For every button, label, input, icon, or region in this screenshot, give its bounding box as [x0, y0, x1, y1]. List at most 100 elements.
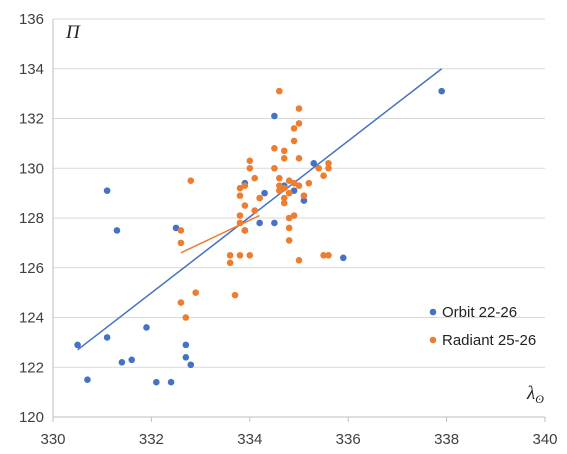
point-orbit-22-26 [153, 378, 160, 386]
y-tick-label: 134 [19, 61, 44, 78]
gridlines [53, 18, 545, 368]
x-tick-label: 336 [336, 431, 361, 448]
x-tick-label: 340 [532, 431, 557, 448]
point-radiant-25-26 [236, 192, 244, 199]
point-radiant-25-26 [177, 239, 185, 247]
point-radiant-25-26 [187, 177, 195, 184]
point-radiant-25-26 [295, 155, 303, 162]
point-orbit-22-26 [84, 376, 91, 383]
point-orbit-22-26 [182, 354, 190, 361]
point-orbit-22-26 [261, 189, 268, 197]
point-radiant-25-26 [280, 155, 288, 162]
y-tick-label: 130 [19, 160, 44, 177]
point-radiant-25-26 [236, 184, 244, 192]
point-radiant-25-26 [236, 212, 244, 219]
y-tick-label: 136 [19, 11, 44, 28]
legend-label-radiant-25-26: Radiant 25-26 [442, 332, 536, 349]
point-radiant-25-26 [177, 299, 185, 306]
x-tick-label: 338 [434, 431, 459, 448]
y-tick-label: 128 [19, 210, 44, 227]
legend: Orbit 22-26 Radiant 25-26 [429, 304, 536, 349]
point-radiant-25-26 [177, 227, 185, 234]
point-radiant-25-26 [285, 177, 293, 184]
point-radiant-25-26 [226, 252, 234, 259]
point-orbit-22-26 [128, 356, 136, 364]
point-radiant-25-26 [295, 105, 303, 112]
point-radiant-25-26 [241, 202, 249, 209]
legend-label-orbit-22-26: Orbit 22-26 [442, 304, 517, 321]
point-radiant-25-26 [290, 212, 298, 219]
point-radiant-25-26 [280, 184, 288, 192]
point-radiant-25-26 [290, 179, 298, 187]
x-axis-label-main: λ [526, 383, 535, 404]
y-tick-label: 132 [19, 111, 44, 128]
point-radiant-25-26 [251, 207, 259, 214]
point-radiant-25-26 [285, 237, 293, 244]
y-tick-label: 124 [19, 310, 44, 327]
point-radiant-25-26 [231, 291, 239, 299]
x-axis-label: λʘ [526, 383, 544, 406]
point-orbit-22-26 [103, 187, 111, 194]
point-radiant-25-26 [256, 194, 263, 202]
point-radiant-25-26 [226, 259, 234, 267]
legend-marker-orbit-22-26 [429, 308, 437, 316]
point-radiant-25-26 [271, 145, 278, 152]
trendlines [77, 68, 443, 351]
legend-marker-radiant-25-26 [429, 336, 437, 344]
point-radiant-25-26 [295, 182, 303, 189]
point-radiant-25-26 [251, 174, 259, 182]
point-radiant-25-26 [315, 164, 322, 172]
point-orbit-22-26 [310, 159, 318, 167]
point-radiant-25-26 [246, 157, 254, 165]
data-points [74, 87, 445, 386]
point-radiant-25-26 [325, 159, 332, 167]
point-radiant-25-26 [325, 164, 332, 172]
point-radiant-25-26 [320, 252, 327, 259]
x-axis-label-subscript: ʘ [535, 392, 544, 406]
point-radiant-25-26 [290, 125, 298, 132]
point-radiant-25-26 [285, 224, 293, 232]
point-radiant-25-26 [276, 87, 283, 95]
point-orbit-22-26 [187, 361, 195, 369]
x-tick-label: 330 [40, 431, 65, 448]
trendline-radiant-25-26 [180, 214, 260, 254]
point-radiant-25-26 [246, 252, 254, 259]
axes [52, 19, 546, 422]
point-radiant-25-26 [300, 192, 308, 199]
point-orbit-22-26 [256, 219, 263, 227]
point-radiant-25-26 [246, 164, 254, 172]
point-radiant-25-26 [305, 179, 313, 187]
point-radiant-25-26 [276, 187, 283, 194]
point-radiant-25-26 [271, 164, 278, 172]
point-radiant-25-26 [241, 227, 249, 234]
point-radiant-25-26 [241, 182, 249, 189]
point-radiant-25-26 [295, 120, 303, 127]
x-tick-label: 334 [237, 431, 262, 448]
point-orbit-22-26 [118, 358, 126, 366]
y-tick-label: 126 [19, 260, 44, 277]
point-radiant-25-26 [320, 172, 327, 180]
point-radiant-25-26 [236, 219, 244, 227]
point-orbit-22-26 [290, 187, 298, 194]
y-tick-label: 122 [19, 359, 44, 376]
point-orbit-22-26 [167, 378, 175, 386]
point-radiant-25-26 [280, 194, 288, 202]
point-orbit-22-26 [74, 341, 81, 349]
point-orbit-22-26 [103, 334, 111, 341]
point-orbit-22-26 [300, 197, 308, 204]
point-orbit-22-26 [438, 87, 445, 95]
x-tick-label: 332 [139, 431, 164, 448]
point-radiant-25-26 [182, 314, 190, 321]
point-radiant-25-26 [280, 147, 288, 155]
y-tick-label: 120 [19, 409, 44, 426]
point-orbit-22-26 [271, 219, 278, 227]
point-radiant-25-26 [192, 289, 199, 296]
point-orbit-22-26 [182, 341, 190, 349]
point-radiant-25-26 [236, 252, 244, 259]
point-radiant-25-26 [276, 182, 283, 189]
point-orbit-22-26 [172, 224, 180, 232]
point-radiant-25-26 [325, 252, 332, 259]
trendline-orbit-22-26 [77, 68, 443, 351]
tick-labels: 120 122 124 126 128 130 132 134 136 330 332 334 336 3… [19, 11, 558, 448]
point-orbit-22-26 [143, 324, 150, 331]
